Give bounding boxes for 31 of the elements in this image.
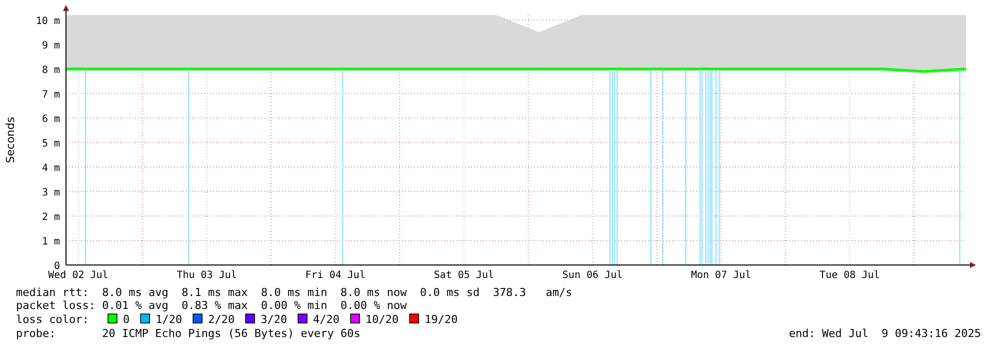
text: median rtt: 8.0 ms avg 8.1 ms max 8.0 ms min 8.0 ms now 0.0 ms sd 378.3 am/s [16, 286, 572, 299]
x-tick-label: Tue 08 Jul [820, 270, 880, 281]
x-tick-label: Thu 03 Jul [176, 270, 237, 281]
x-tick-label: Sat 05 Jul [434, 270, 494, 281]
y-tick-label: 2 m [42, 212, 60, 223]
y-tick-label: 0 [54, 261, 60, 272]
y-tick-label: 1 m [42, 236, 60, 248]
legend-label: 10/20 [366, 313, 399, 326]
y-tick-label: 10 m [36, 16, 60, 27]
text: packet loss: 0.01 % avg 0.83 % max 0.00 % min 0.00 % now [16, 299, 408, 312]
y-axis-title: Seconds [4, 116, 17, 164]
legend-label: 3/20 [260, 313, 288, 326]
x-tick-label: Wed 02 Jul [48, 270, 108, 281]
legend-label: 2/20 [208, 313, 235, 326]
y-tick-label: 3 m [42, 187, 60, 198]
text: probe: 20 ICMP Echo Pings (56 Bytes) every 60s [16, 327, 360, 340]
legend-title: loss color: [16, 313, 89, 326]
y-tick-label: 8 m [42, 64, 60, 76]
text: end: Wed Jul 9 09:43:16 2025 [788, 327, 981, 340]
legend-label: 1/20 [156, 313, 182, 326]
y-tick-label: 9 m [42, 40, 60, 52]
legend-label: 19/20 [424, 313, 458, 326]
x-tick-label: Fri 04 Jul [305, 270, 366, 281]
y-tick-label: 7 m [42, 89, 60, 100]
y-tick-label: 6 m [42, 114, 60, 125]
x-tick-label: Sun 06 Jul [562, 270, 623, 281]
y-tick-label: 5 m [42, 138, 60, 150]
legend-label: 0 [123, 313, 130, 326]
legend-label: 4/20 [313, 313, 340, 326]
x-tick-label: Mon 07 Jul [690, 270, 752, 281]
y-tick-label: 4 m [42, 162, 60, 174]
